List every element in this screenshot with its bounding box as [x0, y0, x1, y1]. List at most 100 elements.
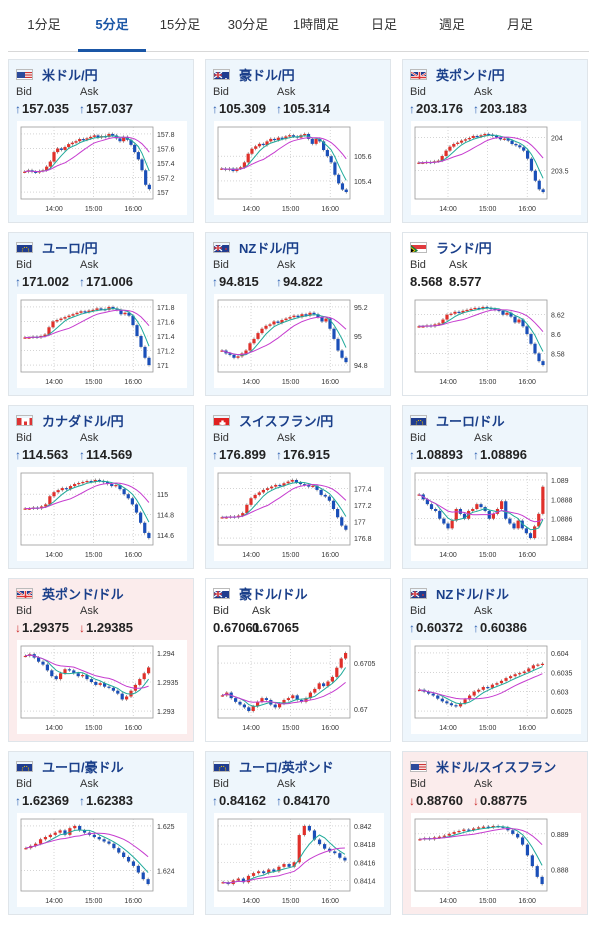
candle-body [287, 864, 291, 867]
candle-body [476, 827, 481, 829]
arrow-up-icon: ↑ [276, 794, 282, 808]
candle-body [52, 492, 56, 497]
y-tick-label: 1.0886 [551, 517, 573, 524]
rate-card[interactable]: カナダドル/円 Bid Ask ↑114.563 ↑114.569 115 114.8 114… [8, 405, 194, 569]
currency-pair-link[interactable]: ユーロ/英ポンド [239, 759, 334, 775]
tab-8[interactable]: 月足 [506, 17, 533, 32]
tab-7[interactable]: 週足 [438, 17, 465, 32]
candle-body [312, 830, 317, 840]
currency-pair-link[interactable]: 豪ドル/円 [239, 67, 295, 83]
currency-pair-link[interactable]: ユーロ/豪ドル [42, 759, 124, 775]
mini-chart[interactable]: 105.6 105.4 14:00 15:00 16:00 [214, 121, 384, 215]
rate-card[interactable]: ユーロ/ドル Bid Ask ↑1.08893 ↑1.08896 1.089 1.0888 1… [402, 405, 588, 569]
tab-5[interactable]: 1時間足 [292, 17, 340, 32]
mini-chart[interactable]: 1.625 1.624 14:00 15:00 16:00 [17, 813, 187, 907]
candle-body [81, 675, 85, 677]
card-header: ユーロ/豪ドル [16, 757, 124, 775]
candle-body [239, 167, 243, 169]
candle-body [48, 496, 52, 505]
rate-card[interactable]: ランド/円 Bid Ask 8.568 8.577 8.62 8.6 8.58 14:00 15:… [402, 232, 588, 396]
tab-4[interactable]: 30分足 [227, 17, 269, 32]
mini-chart[interactable]: 0.6705 0.67 14:00 15:00 16:00 [214, 640, 384, 734]
mini-chart[interactable]: 157.8 157.6 157.4 157.2 157 14:00 15:00 16:00 [17, 121, 187, 215]
tab-2[interactable]: 5分足 [95, 17, 129, 32]
mini-chart[interactable]: 95.2 95 94.8 14:00 15:00 16:00 [214, 294, 384, 388]
mini-chart[interactable]: 0.842 0.8418 0.8416 0.8414 14:00 15:00 16:00 [214, 813, 384, 907]
rate-card[interactable]: 米ドル/円 Bid Ask ↑157.035 ↑157.037 157.8 157.6 157… [8, 59, 194, 223]
rate-card[interactable]: NZドル/ドル Bid Ask ↑0.60372 ↑0.60386 0.604 0.6035… [402, 578, 588, 742]
ask-value: 0.60386 [480, 620, 527, 635]
rate-card[interactable]: 豪ドル/ドル Bid Ask 0.67061 0.67065 0.6705 0.67 14:0… [205, 578, 391, 742]
candle-body [81, 482, 85, 484]
tab-3[interactable]: 15分足 [159, 17, 201, 32]
candle-body [537, 180, 541, 190]
candle-body [118, 485, 122, 490]
ask-value-wrap: ↑0.60386 [473, 620, 527, 635]
currency-pair-link[interactable]: 豪ドル/ドル [239, 586, 308, 602]
mini-chart[interactable]: 1.089 1.0888 1.0886 1.0884 14:00 15:00 16:00 [411, 467, 581, 561]
mini-chart[interactable]: 115 114.8 114.6 14:00 15:00 16:00 [17, 467, 187, 561]
tab-1[interactable]: 1分足 [27, 17, 61, 32]
mini-chart[interactable]: 0.889 0.888 14:00 15:00 16:00 [411, 813, 581, 907]
rate-card[interactable]: 英ポンド/円 Bid Ask ↑203.176 ↑203.183 204 203.5 14:0… [402, 59, 588, 223]
candle-body [112, 843, 116, 849]
candle-body [107, 841, 111, 844]
y-tick-label: 171.4 [157, 334, 175, 341]
currency-pair-link[interactable]: カナダドル/円 [42, 413, 124, 429]
moving-average-line [419, 673, 543, 700]
currency-pair-link[interactable]: スイスフラン/円 [239, 413, 334, 429]
gb-flag-icon [16, 587, 33, 599]
rate-card[interactable]: 豪ドル/円 Bid Ask ↑105.309 ↑105.314 105.6 105.4 14:… [205, 59, 391, 223]
candle-body [454, 509, 458, 521]
candle-body [315, 485, 319, 490]
mini-chart[interactable]: 171.8 171.6 171.4 171.2 171 14:00 15:00 16:00 [17, 294, 187, 388]
rate-card[interactable]: 米ドル/スイスフラン Bid Ask ↓0.88760 ↓0.88775 0.889 0.8… [402, 751, 588, 915]
candle-body [220, 517, 224, 519]
mini-chart[interactable]: 204 203.5 14:00 15:00 16:00 [411, 121, 581, 215]
bid-value: 1.08893 [416, 447, 463, 462]
currency-pair-link[interactable]: 英ポンド/円 [436, 67, 505, 83]
rate-card[interactable]: スイスフラン/円 Bid Ask ↑176.899 ↑176.915 177.4 177.2… [205, 405, 391, 569]
mini-chart[interactable]: 0.604 0.6035 0.603 0.6025 14:00 15:00 16:00 [411, 640, 581, 734]
candle-body [138, 679, 142, 685]
candle-body [456, 142, 460, 144]
x-tick-label: 16:00 [518, 725, 536, 732]
candle-body [511, 830, 515, 834]
candle-body [87, 310, 91, 313]
card-header: 豪ドル/ドル [213, 584, 308, 602]
candle-body [508, 518, 512, 524]
rate-card[interactable]: NZドル/円 Bid Ask ↑94.815 ↑94.822 95.2 95 94.8 14:0… [205, 232, 391, 396]
currency-pair-link[interactable]: 米ドル/スイスフラン [436, 759, 557, 775]
candle-body [250, 148, 254, 154]
x-tick-label: 16:00 [124, 379, 142, 386]
candle-body [251, 873, 256, 876]
rate-card[interactable]: 英ポンド/ドル Bid Ask ↓1.29375 ↓1.29385 1.294 1.2935… [8, 578, 194, 742]
y-tick-label: 157.6 [157, 146, 175, 153]
candle-body [144, 170, 148, 185]
mini-chart[interactable]: 1.294 1.2935 1.293 14:00 15:00 16:00 [17, 640, 187, 734]
currency-pair-link[interactable]: 英ポンド/ドル [42, 586, 124, 602]
candle-body [512, 523, 516, 529]
bid-value-wrap: ↑0.60372 [409, 620, 463, 635]
currency-pair-link[interactable]: ユーロ/ドル [436, 413, 505, 429]
candle-body [55, 320, 59, 322]
tab-6[interactable]: 日足 [370, 17, 397, 32]
candle-body [431, 693, 435, 696]
ask-value-wrap: ↓1.29385 [79, 620, 133, 635]
currency-pair-link[interactable]: NZドル/ドル [436, 586, 509, 602]
currency-pair-link[interactable]: 米ドル/円 [42, 67, 98, 83]
rate-card[interactable]: ユーロ/英ポンド Bid Ask ↑0.84162 ↑0.84170 0.842 0.841… [205, 751, 391, 915]
currency-pair-link[interactable]: ユーロ/円 [42, 240, 98, 256]
rate-card[interactable]: ユーロ/円 Bid Ask ↑171.002 ↑171.006 171.8 171.6 171… [8, 232, 194, 396]
currency-pair-link[interactable]: ランド/円 [436, 240, 492, 256]
mini-chart[interactable]: 8.62 8.6 8.58 14:00 15:00 16:00 [411, 294, 581, 388]
x-tick-label: 15:00 [479, 206, 497, 213]
rate-card[interactable]: ユーロ/豪ドル Bid Ask ↑1.62369 ↑1.62383 1.625 1.624 1… [8, 751, 194, 915]
candle-body [447, 833, 451, 836]
candle-body [541, 361, 545, 366]
currency-pair-link[interactable]: NZドル/円 [239, 240, 299, 256]
y-tick-label: 157.2 [157, 176, 175, 183]
arrow-up-icon: ↑ [79, 794, 85, 808]
candle-body [37, 657, 41, 662]
mini-chart[interactable]: 177.4 177.2 177 176.8 14:00 15:00 16:00 [214, 467, 384, 561]
